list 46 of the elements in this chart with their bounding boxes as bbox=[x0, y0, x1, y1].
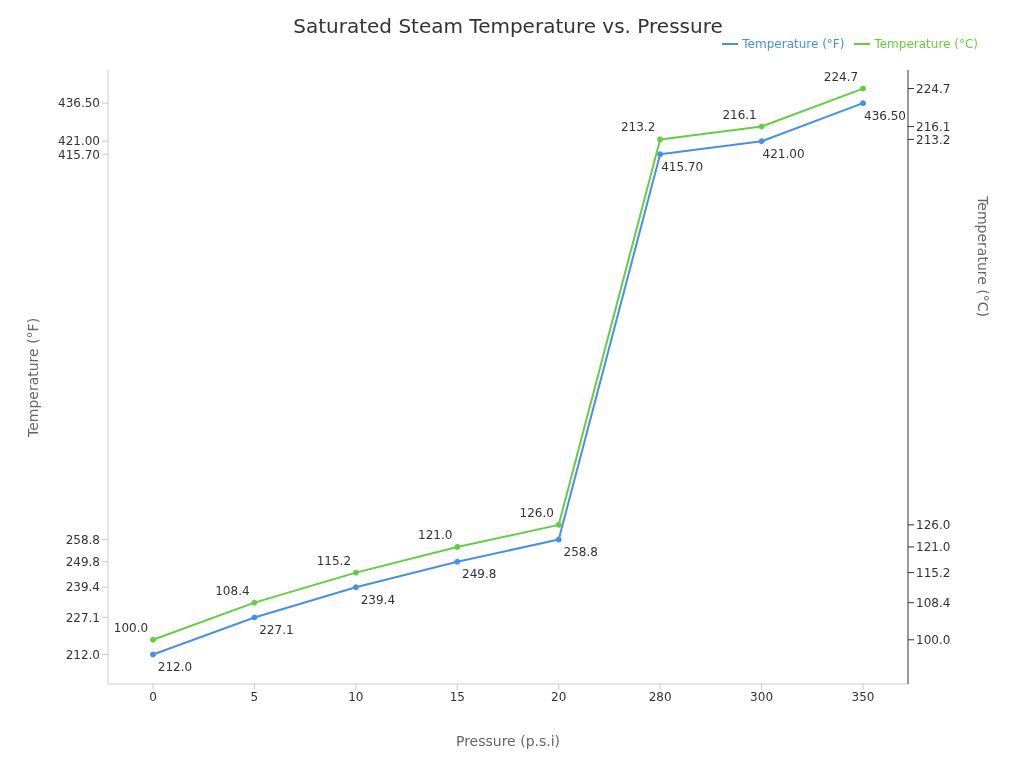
y-tick-label: 249.8 bbox=[65, 554, 100, 569]
text: 108.4 bbox=[215, 583, 250, 598]
y-tick-label: 227.1 bbox=[65, 610, 100, 625]
y2-tick-label: 108.4 bbox=[916, 595, 951, 610]
x-tick-label: 20 bbox=[551, 689, 567, 704]
x-tick-label: 5 bbox=[250, 689, 259, 704]
text: 415.70 bbox=[661, 159, 704, 174]
x-axis-title: Pressure (p.s.i) bbox=[455, 733, 561, 749]
y-tick-label: 258.8 bbox=[65, 532, 100, 547]
text: 126.0 bbox=[519, 505, 554, 520]
x-tick-label: 0 bbox=[149, 689, 157, 704]
y-tick-label: 421.00 bbox=[58, 134, 100, 149]
text: 100.0 bbox=[113, 620, 149, 635]
text: 249.8 bbox=[462, 567, 497, 582]
legend-label: Temperature (°F) bbox=[742, 36, 845, 51]
legend-label: Temperature (°C) bbox=[874, 36, 978, 51]
y2-tick-label: 115.2 bbox=[916, 565, 951, 580]
y2-tick-label: 121.0 bbox=[916, 540, 951, 555]
y-tick-label: 415.70 bbox=[58, 147, 100, 162]
text: 258.8 bbox=[563, 545, 598, 560]
text: 227.1 bbox=[259, 622, 294, 637]
text: 224.7 bbox=[823, 69, 859, 84]
text: 212.0 bbox=[157, 660, 193, 675]
y2-axis-title: Temperature (°C) bbox=[975, 195, 992, 317]
text: 239.4 bbox=[360, 592, 396, 607]
text: 216.1 bbox=[722, 107, 757, 122]
y-axis-title: Temperature (°F) bbox=[24, 317, 41, 438]
x-tick-label: 280 bbox=[648, 689, 672, 704]
x-tick-label: 15 bbox=[449, 689, 465, 704]
y-tick-label: 239.4 bbox=[65, 580, 100, 595]
y2-tick-label: 126.0 bbox=[916, 518, 951, 533]
x-tick-label: 10 bbox=[348, 689, 364, 704]
text: 121.0 bbox=[418, 527, 453, 542]
x-tick-label: 300 bbox=[750, 689, 774, 704]
y2-tick-label: 216.1 bbox=[916, 119, 951, 134]
text: 436.50 bbox=[864, 108, 906, 123]
y-tick-label: 436.50 bbox=[58, 96, 100, 111]
y2-tick-label: 100.0 bbox=[916, 633, 951, 648]
text: 213.2 bbox=[620, 120, 656, 135]
x-tick-label: 350 bbox=[851, 689, 875, 704]
text: 115.2 bbox=[316, 553, 352, 568]
y-tick-label: 212.0 bbox=[65, 647, 100, 662]
text: 421.00 bbox=[762, 146, 805, 161]
y2-tick-label: 224.7 bbox=[916, 81, 951, 96]
chart-title: Saturated Steam Temperature vs. Pressure bbox=[293, 14, 723, 38]
y2-tick-label: 213.2 bbox=[916, 132, 951, 147]
